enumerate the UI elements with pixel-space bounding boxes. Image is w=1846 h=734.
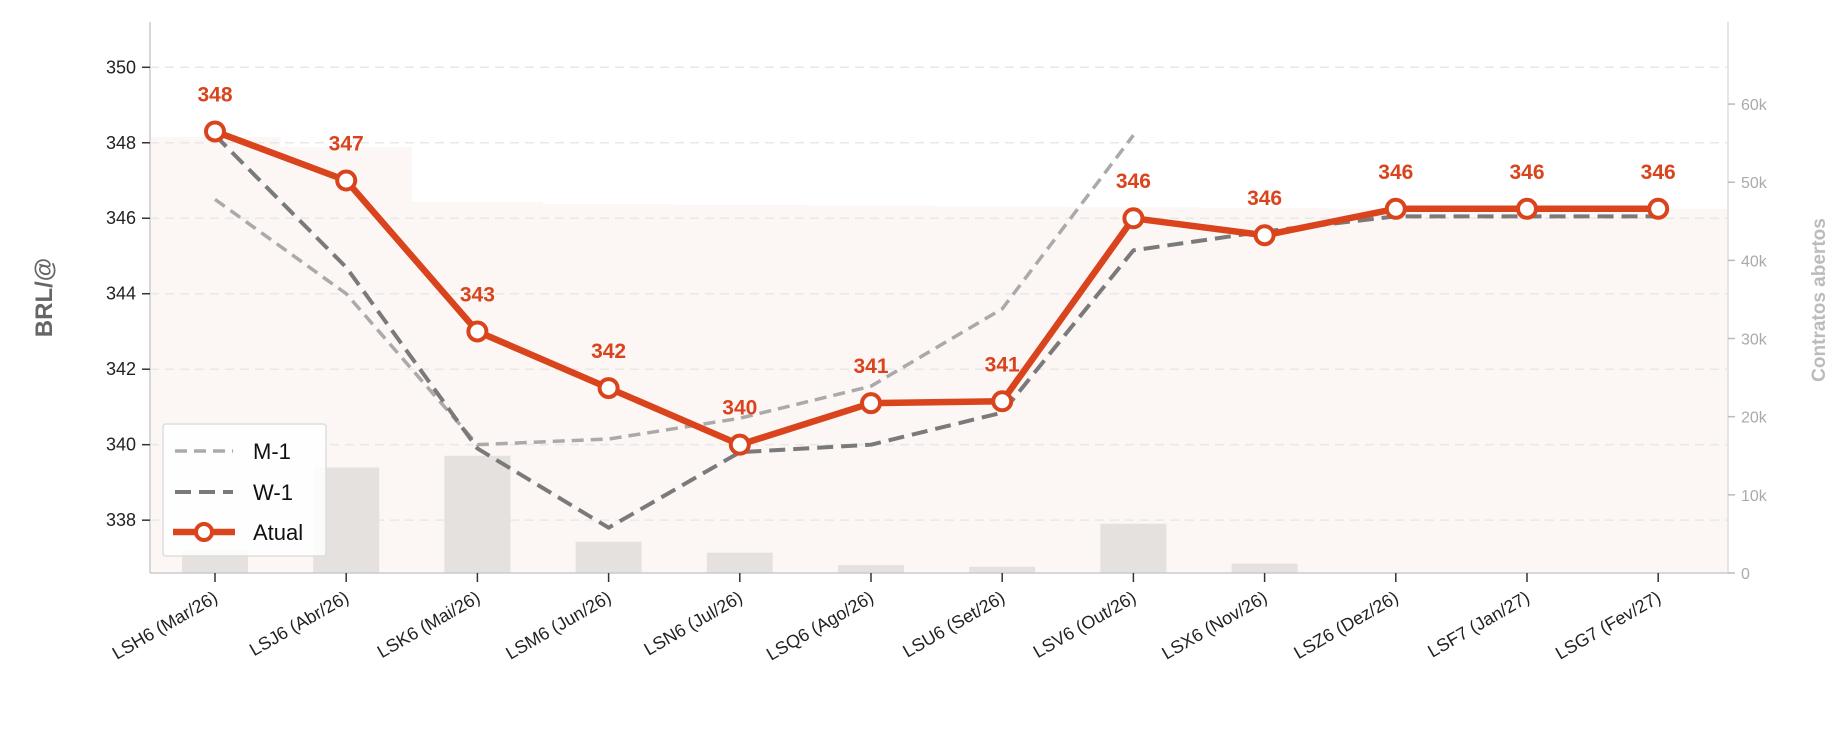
data-label: 347 xyxy=(329,133,364,156)
atual-marker xyxy=(204,120,226,143)
y-tick-label: 350 xyxy=(106,57,136,77)
y-axis-title: BRL/@ xyxy=(31,258,58,337)
x-tick-label: LSJ6 (Abr/26) xyxy=(246,587,352,660)
series-line-m1 xyxy=(213,134,1135,447)
open-interest-bar xyxy=(444,455,511,573)
open-interest-bar xyxy=(838,565,904,573)
x-tick-label: LSV6 (Out/26) xyxy=(1030,587,1140,662)
legend-marker-atual xyxy=(194,522,214,542)
open-interest-bar xyxy=(706,552,773,573)
open-interest-bar xyxy=(1231,563,1298,573)
y2-tick-label: 60k xyxy=(1741,97,1768,114)
series-line-w1 xyxy=(213,133,1659,530)
atual-marker xyxy=(597,377,620,400)
x-tick-label: LSH6 (Mar/26) xyxy=(109,587,221,663)
y-tick-label: 340 xyxy=(106,435,136,455)
y2-tick-label: 20k xyxy=(1741,410,1768,427)
y2-tick-label: 30k xyxy=(1741,332,1768,349)
x-tick-label: LSZ6 (Dez/26) xyxy=(1290,587,1401,663)
data-label: 343 xyxy=(460,283,495,306)
data-labels-layer: 348 347 343 342 340 341 341 346 346 346 346 346 xyxy=(197,83,1675,419)
open-interest-area-layer xyxy=(150,136,1728,574)
y2-tick-label: 0 xyxy=(1741,566,1750,583)
atual-marker xyxy=(1122,207,1145,230)
x-tick-label: LSU6 (Set/26) xyxy=(899,587,1008,661)
open-interest-area xyxy=(150,136,1728,574)
atual-marker xyxy=(860,392,882,415)
data-label: 348 xyxy=(197,83,232,106)
y-tick-label: 346 xyxy=(106,208,136,228)
atual-marker xyxy=(728,433,751,456)
atual-marker xyxy=(1516,197,1538,220)
y2-tick-label: 10k xyxy=(1741,488,1768,505)
series-layer xyxy=(204,120,1670,530)
x-tick-label: LSM6 (Jun/26) xyxy=(502,587,614,663)
y-tick-label: 338 xyxy=(106,510,136,530)
atual-marker xyxy=(466,320,489,343)
x-tick-label: LSN6 (Jul/26) xyxy=(640,587,745,659)
atual-marker xyxy=(1384,197,1407,220)
atual-marker xyxy=(1647,197,1670,220)
open-interest-bar xyxy=(1100,523,1167,573)
legend: M-1 W-1 Atual xyxy=(162,423,327,557)
x-tick-label: LSF7 (Jan/27) xyxy=(1424,587,1533,661)
data-label: 341 xyxy=(985,353,1020,376)
x-tick-label: LSK6 (Mai/26) xyxy=(374,587,484,662)
series-line-atual xyxy=(211,128,1662,448)
open-interest-bar xyxy=(969,566,1036,573)
y-tick-label: 348 xyxy=(106,133,136,153)
atual-marker xyxy=(335,169,358,192)
data-label: 346 xyxy=(1378,161,1413,184)
atual-marker xyxy=(991,390,1014,413)
y2-tick-label: 40k xyxy=(1741,253,1768,270)
legend-entry-atual: Atual xyxy=(253,520,303,545)
y2-axis-title: Contratos abertos xyxy=(1809,218,1830,382)
data-label: 346 xyxy=(1509,161,1544,184)
data-label: 340 xyxy=(722,397,757,420)
data-label: 346 xyxy=(1116,170,1151,193)
y-tick-label: 344 xyxy=(106,284,136,304)
y2-tick-label: 50k xyxy=(1741,175,1768,192)
data-label: 342 xyxy=(591,340,626,363)
legend-entry-w1: W-1 xyxy=(253,480,293,505)
atual-marker xyxy=(1253,224,1276,247)
y-tick-label: 342 xyxy=(106,359,136,379)
data-label: 341 xyxy=(853,355,888,378)
x-tick-label: LSQ6 (Ago/26) xyxy=(763,587,877,664)
open-interest-bar xyxy=(575,541,642,573)
x-tick-label: LSG7 (Fev/27) xyxy=(1552,587,1664,663)
data-label: 346 xyxy=(1247,187,1282,210)
x-tick-label: LSX6 (Nov/26) xyxy=(1158,587,1270,663)
data-label: 346 xyxy=(1641,161,1676,184)
legend-entry-m1: M-1 xyxy=(253,439,291,464)
grid-layer xyxy=(150,66,1728,521)
